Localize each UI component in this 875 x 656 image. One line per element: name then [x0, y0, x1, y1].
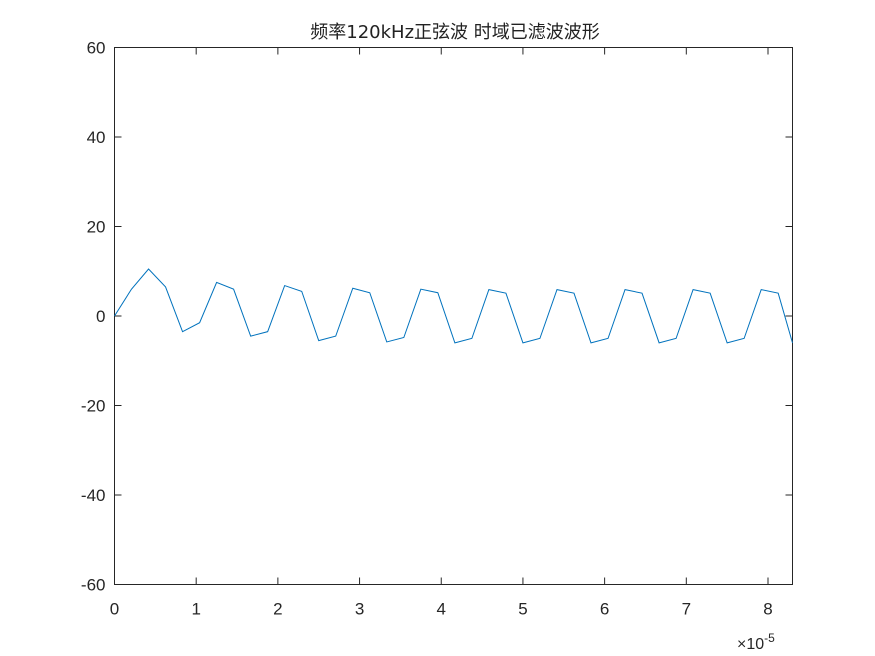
axis-ticks: [114, 47, 793, 585]
x-tick-label: 8: [763, 600, 772, 619]
plot-area-box: [114, 47, 793, 585]
x-exponent-base: ×10: [737, 636, 764, 653]
x-tick-label: 2: [273, 600, 282, 619]
y-tick-label: 20: [87, 218, 106, 237]
y-tick-label: -40: [81, 486, 106, 505]
y-tick-label: 40: [87, 128, 106, 147]
x-tick-label: 6: [600, 600, 609, 619]
series-line: [114, 268, 793, 344]
x-tick-label: 7: [682, 600, 691, 619]
y-tick-label: 0: [96, 307, 105, 326]
chart-title: 频率120kHz正弦波 时域已滤波波形: [310, 22, 599, 43]
x-exponent-power: -5: [764, 631, 775, 645]
y-tick-label: 60: [87, 39, 106, 58]
axis-tick-labels: 0 1 2 3 4 5 6 7 8 60 40 20 0 -20 -40 -60: [81, 39, 773, 619]
y-tick-label: -20: [81, 397, 106, 416]
x-tick-label: 0: [110, 600, 119, 619]
y-tick-label: -60: [81, 576, 106, 595]
x-tick-label: 1: [191, 600, 200, 619]
x-tick-label: 5: [518, 600, 527, 619]
x-tick-label: 3: [355, 600, 364, 619]
x-tick-label: 4: [437, 600, 446, 619]
x-axis-exponent-label: ×10-5: [737, 631, 775, 653]
